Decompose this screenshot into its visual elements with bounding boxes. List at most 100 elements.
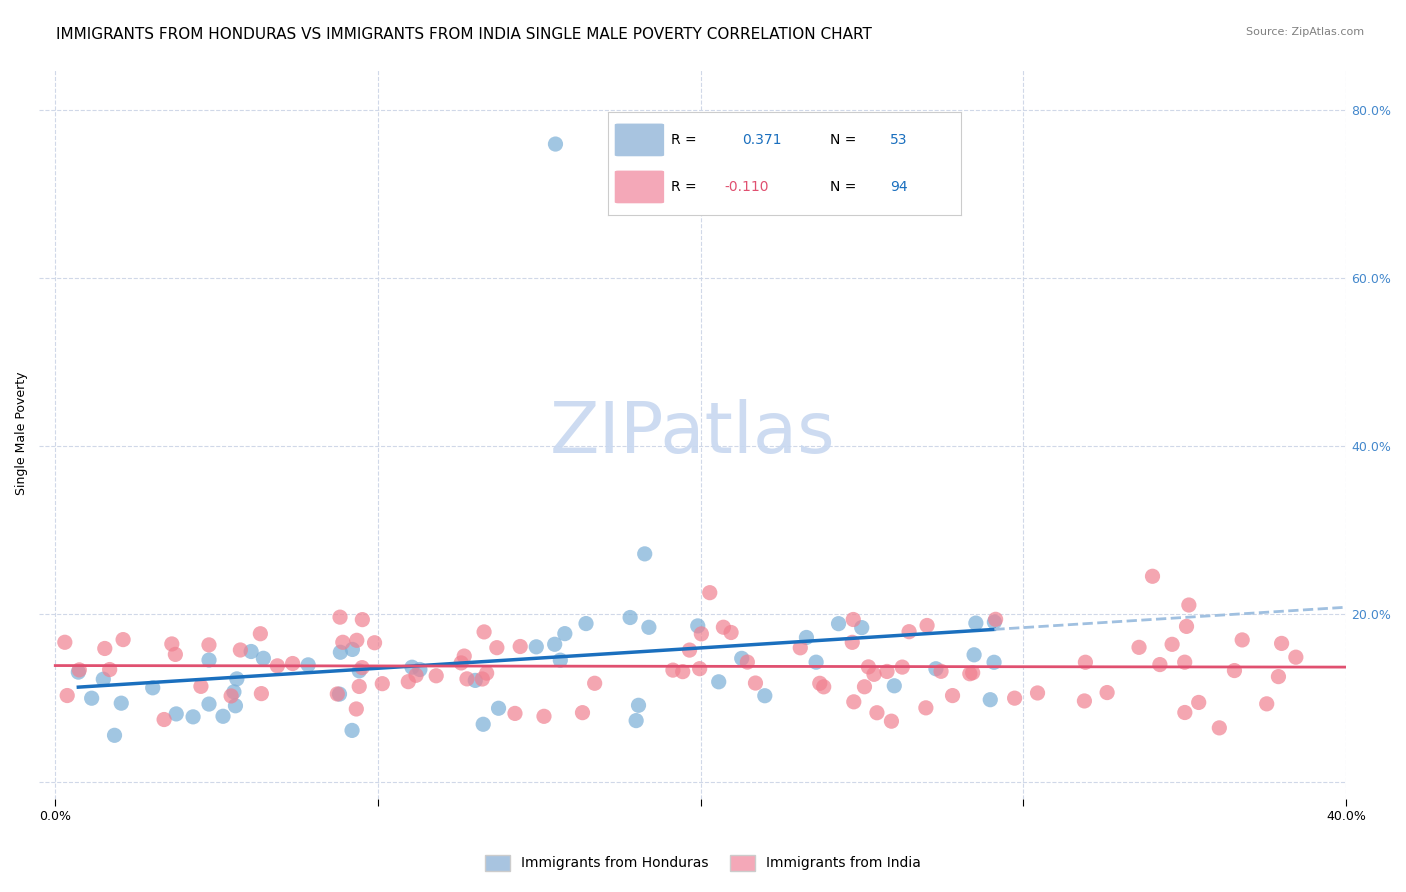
Point xyxy=(983,615,1005,629)
Point xyxy=(544,136,567,151)
Point xyxy=(225,672,247,686)
Point xyxy=(1074,655,1097,669)
Point xyxy=(329,610,352,624)
Point xyxy=(91,672,114,686)
Point xyxy=(575,616,598,631)
Point xyxy=(737,655,759,669)
Point xyxy=(1223,664,1246,678)
Point xyxy=(112,632,135,647)
Point xyxy=(984,612,1007,626)
Point xyxy=(488,701,510,715)
Point xyxy=(1174,655,1197,669)
Point xyxy=(212,709,235,723)
Point xyxy=(789,640,811,655)
Point xyxy=(425,669,447,683)
Point xyxy=(352,660,374,674)
Point xyxy=(866,706,889,720)
Point xyxy=(720,625,742,640)
Point xyxy=(160,637,183,651)
Point xyxy=(405,668,427,682)
Point xyxy=(1230,632,1253,647)
Point xyxy=(328,687,350,701)
Point xyxy=(707,674,730,689)
Point xyxy=(1142,569,1164,583)
Point xyxy=(571,706,593,720)
Y-axis label: Single Male Poverty: Single Male Poverty xyxy=(15,372,28,495)
Point xyxy=(524,640,547,654)
Point xyxy=(1175,619,1198,633)
Point xyxy=(915,701,938,715)
Point xyxy=(1174,706,1197,720)
Point xyxy=(1208,721,1230,735)
Point xyxy=(796,631,818,645)
Point xyxy=(929,665,952,679)
Point xyxy=(94,641,117,656)
Point xyxy=(1178,598,1201,612)
Point xyxy=(219,689,242,703)
Point xyxy=(1161,637,1184,651)
Point xyxy=(471,672,494,686)
Point xyxy=(851,621,873,635)
Point xyxy=(249,626,271,640)
Point xyxy=(533,709,555,723)
Point xyxy=(80,691,103,706)
Point xyxy=(198,653,221,667)
Point xyxy=(842,613,865,627)
Point xyxy=(340,723,363,738)
Point xyxy=(544,637,567,651)
Point xyxy=(754,689,776,703)
Point xyxy=(959,666,981,681)
Point xyxy=(103,728,125,742)
Point xyxy=(858,660,880,674)
Point xyxy=(198,638,221,652)
Point xyxy=(222,685,245,699)
Point xyxy=(396,674,419,689)
Point xyxy=(110,696,132,710)
Point xyxy=(554,626,576,640)
Point xyxy=(472,717,495,731)
Point xyxy=(662,663,685,677)
Point xyxy=(56,689,79,703)
Point xyxy=(808,676,831,690)
Point xyxy=(1073,694,1095,708)
Point xyxy=(983,655,1005,669)
Point xyxy=(883,679,905,693)
Point xyxy=(678,643,700,657)
Point xyxy=(252,651,274,665)
Point xyxy=(485,640,508,655)
Point xyxy=(624,714,647,728)
Point xyxy=(181,710,204,724)
Point xyxy=(1271,636,1294,650)
Point xyxy=(344,702,367,716)
Point xyxy=(1026,686,1049,700)
Point xyxy=(67,665,90,680)
Point xyxy=(329,645,352,659)
Point xyxy=(409,663,432,677)
Point xyxy=(925,662,948,676)
Point xyxy=(450,656,472,670)
Point xyxy=(915,618,938,632)
Point xyxy=(352,613,374,627)
Point xyxy=(813,680,835,694)
Point xyxy=(224,698,246,713)
Point xyxy=(550,653,572,667)
Text: ZIPatlas: ZIPatlas xyxy=(550,399,835,468)
Point xyxy=(453,649,475,664)
Point xyxy=(346,633,368,648)
Point xyxy=(1149,657,1171,672)
Point xyxy=(842,695,865,709)
Point xyxy=(962,665,984,680)
Point xyxy=(699,585,721,599)
Point xyxy=(371,676,394,690)
Point xyxy=(627,698,650,713)
Point xyxy=(965,616,987,631)
Point xyxy=(804,655,827,669)
Point xyxy=(963,648,986,662)
Legend: Immigrants from Honduras, Immigrants from India: Immigrants from Honduras, Immigrants fro… xyxy=(479,849,927,876)
Point xyxy=(363,636,385,650)
Point xyxy=(67,663,90,677)
Point xyxy=(142,681,165,695)
Point xyxy=(342,642,364,657)
Point xyxy=(1004,691,1026,706)
Point xyxy=(876,665,898,679)
